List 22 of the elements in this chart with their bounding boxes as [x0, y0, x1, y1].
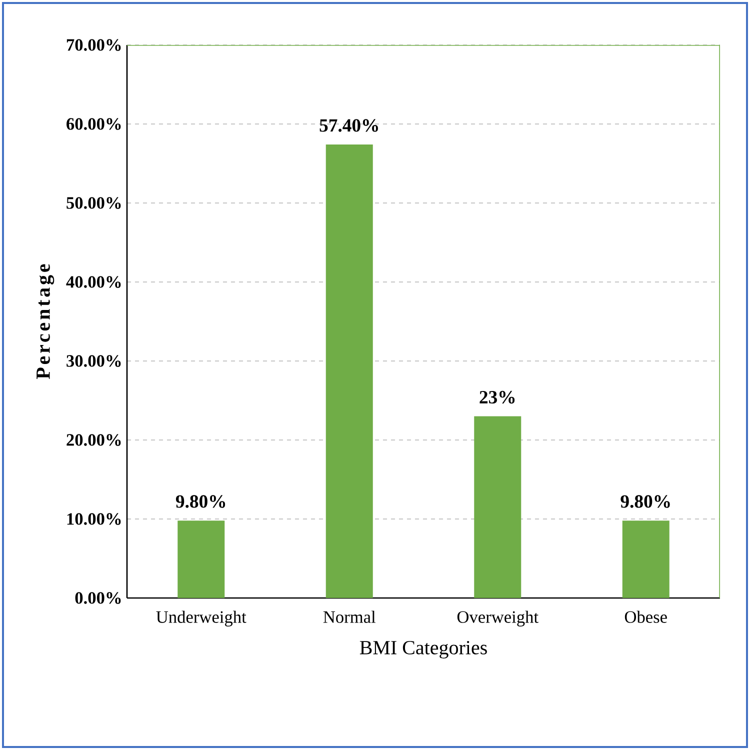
data-label: 57.40% [320, 119, 378, 132]
x-tick-label: Overweight [457, 610, 538, 626]
x-tick-label: Obese [624, 610, 667, 623]
y-tick-label: 70.00% [66, 39, 121, 51]
y-axis-title: Percentage [36, 264, 54, 379]
bar [326, 144, 373, 598]
y-tick-label: 30.00% [66, 355, 121, 367]
y-tick-label: 0.00% [75, 592, 121, 604]
y-tick-label: 60.00% [66, 118, 121, 130]
x-axis-title: BMI Categories [360, 640, 487, 659]
bar [474, 416, 522, 598]
data-label: 9.80% [176, 495, 226, 508]
y-tick-label: 10.00% [67, 513, 121, 525]
data-label: 23% [480, 390, 515, 404]
y-tick-label: 20.00% [66, 434, 121, 446]
x-tick-label: Normal [323, 610, 376, 623]
data-label: 9.80% [620, 495, 670, 508]
bar [178, 520, 225, 598]
y-tick-label: 50.00% [66, 197, 121, 209]
y-tick-label: 40.00% [66, 276, 121, 288]
x-tick-label: Underweight [156, 610, 246, 626]
bar [622, 520, 670, 598]
